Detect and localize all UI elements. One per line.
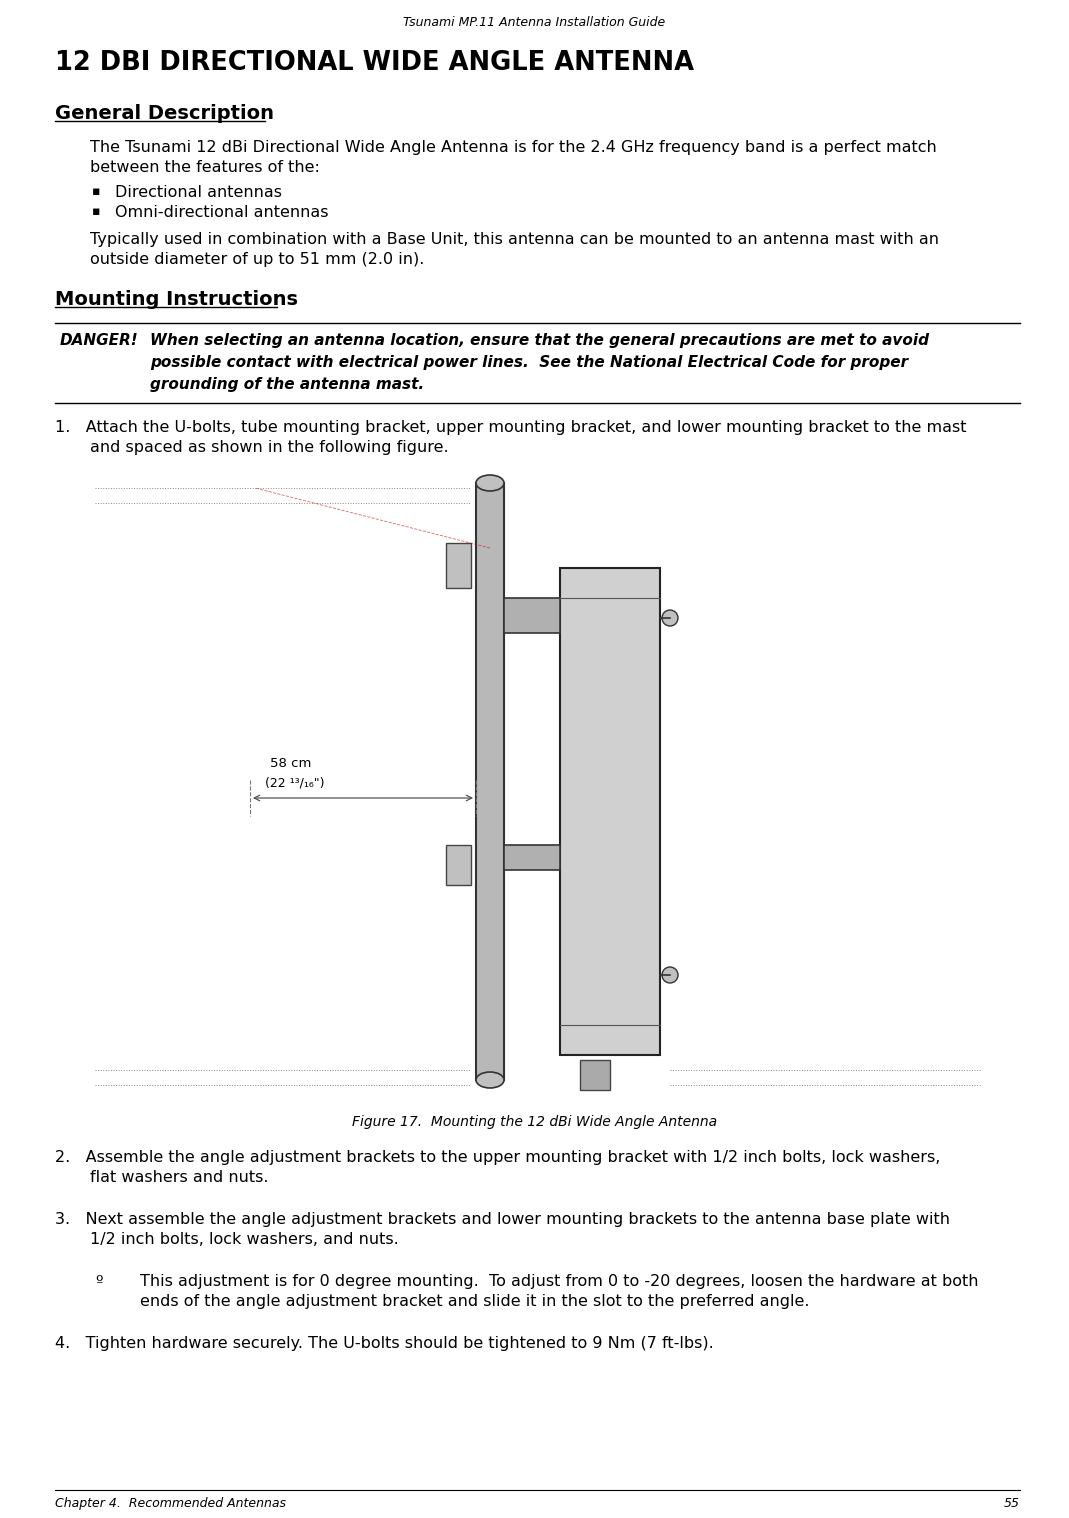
Text: ▪: ▪ — [92, 205, 100, 219]
Text: General Description: General Description — [55, 105, 274, 123]
Text: grounding of the antenna mast.: grounding of the antenna mast. — [150, 376, 424, 392]
Text: Figure 17.  Mounting the 12 dBi Wide Angle Antenna: Figure 17. Mounting the 12 dBi Wide Angl… — [352, 1116, 717, 1129]
Text: ▪: ▪ — [92, 185, 100, 197]
Circle shape — [662, 610, 678, 625]
Text: 3.   Next assemble the angle adjustment brackets and lower mounting brackets to : 3. Next assemble the angle adjustment br… — [55, 1211, 950, 1227]
Text: between the features of the:: between the features of the: — [90, 159, 320, 175]
Text: 1.   Attach the U-bolts, tube mounting bracket, upper mounting bracket, and lowe: 1. Attach the U-bolts, tube mounting bra… — [55, 420, 966, 436]
Text: 12 DBI DIRECTIONAL WIDE ANGLE ANTENNA: 12 DBI DIRECTIONAL WIDE ANGLE ANTENNA — [55, 50, 694, 76]
Bar — [560, 568, 660, 1055]
Bar — [446, 846, 471, 885]
Bar — [446, 543, 471, 587]
Text: 58 cm: 58 cm — [270, 757, 311, 770]
Bar — [580, 1060, 610, 1090]
Text: outside diameter of up to 51 mm (2.0 in).: outside diameter of up to 51 mm (2.0 in)… — [90, 252, 424, 267]
Text: and spaced as shown in the following figure.: and spaced as shown in the following fig… — [90, 440, 449, 455]
Text: flat washers and nuts.: flat washers and nuts. — [90, 1170, 268, 1186]
Text: The Tsunami 12 dBi Directional Wide Angle Antenna is for the 2.4 GHz frequency b: The Tsunami 12 dBi Directional Wide Angl… — [90, 140, 936, 155]
Text: Typically used in combination with a Base Unit, this antenna can be mounted to a: Typically used in combination with a Bas… — [90, 232, 939, 247]
Text: Omni-directional antennas: Omni-directional antennas — [115, 205, 328, 220]
Ellipse shape — [476, 475, 503, 490]
Text: Tsunami MP.11 Antenna Installation Guide: Tsunami MP.11 Antenna Installation Guide — [403, 17, 666, 29]
Text: DANGER!: DANGER! — [60, 332, 139, 348]
Bar — [503, 598, 560, 633]
Text: Directional antennas: Directional antennas — [115, 185, 282, 200]
Circle shape — [662, 967, 678, 984]
Bar — [476, 483, 503, 1079]
Text: possible contact with electrical power lines.  See the National Electrical Code : possible contact with electrical power l… — [150, 355, 909, 370]
Bar — [503, 846, 560, 870]
Text: 1/2 inch bolts, lock washers, and nuts.: 1/2 inch bolts, lock washers, and nuts. — [90, 1233, 399, 1246]
Text: º: º — [95, 1274, 103, 1289]
Text: When selecting an antenna location, ensure that the general precautions are met : When selecting an antenna location, ensu… — [150, 332, 929, 348]
Text: 4.   Tighten hardware securely. The U-bolts should be tightened to 9 Nm (7 ft-lb: 4. Tighten hardware securely. The U-bolt… — [55, 1336, 714, 1351]
Text: ends of the angle adjustment bracket and slide it in the slot to the preferred a: ends of the angle adjustment bracket and… — [140, 1293, 809, 1309]
Text: 55: 55 — [1004, 1497, 1020, 1510]
Text: This adjustment is for 0 degree mounting.  To adjust from 0 to -20 degrees, loos: This adjustment is for 0 degree mounting… — [140, 1274, 978, 1289]
Ellipse shape — [476, 1072, 503, 1088]
Text: Mounting Instructions: Mounting Instructions — [55, 290, 298, 310]
Text: Chapter 4.  Recommended Antennas: Chapter 4. Recommended Antennas — [55, 1497, 286, 1510]
Text: (22 ¹³/₁₆"): (22 ¹³/₁₆") — [265, 777, 325, 789]
Text: 2.   Assemble the angle adjustment brackets to the upper mounting bracket with 1: 2. Assemble the angle adjustment bracket… — [55, 1151, 941, 1164]
